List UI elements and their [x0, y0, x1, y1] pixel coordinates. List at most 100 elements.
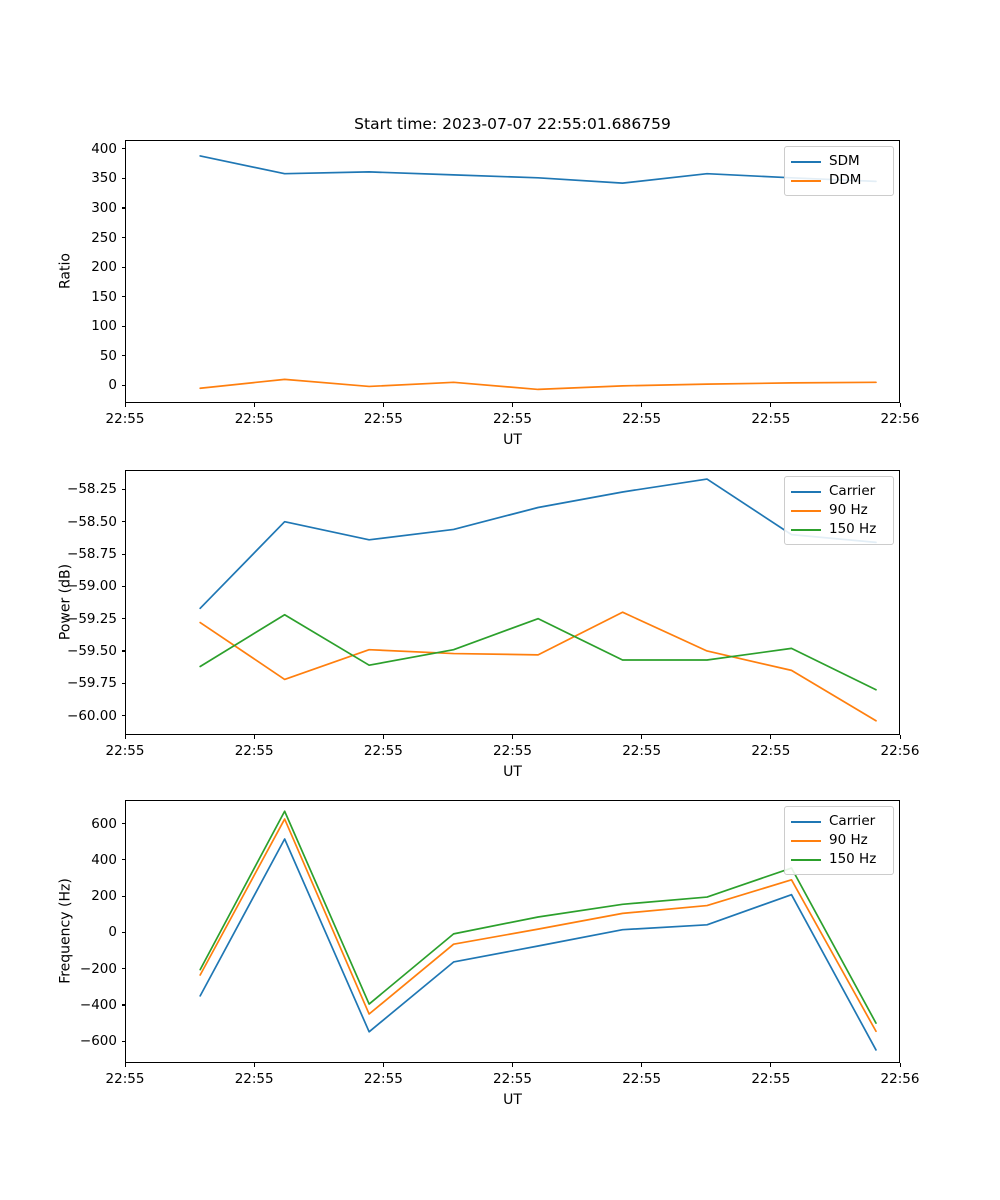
x-tick-label: 22:55 — [363, 743, 403, 759]
x-tick-mark — [124, 1063, 126, 1067]
x-tick-mark — [512, 735, 514, 739]
series-line-carrier — [199, 478, 877, 610]
y-tick-label: −59.25 — [67, 610, 117, 627]
x-tick-mark — [770, 735, 772, 739]
y-tick-label: −58.75 — [67, 546, 117, 563]
series-line-90-hz — [199, 611, 877, 722]
y-tick-mark — [121, 968, 125, 970]
y-tick-label: 150 — [91, 288, 117, 305]
legend-item-sdm[interactable]: SDM — [791, 152, 886, 171]
legend-item-ddm[interactable]: DDM — [791, 171, 886, 190]
series-line-90-hz — [199, 818, 877, 1033]
x-tick-mark — [253, 735, 255, 739]
legend[interactable]: SDM DDM — [784, 146, 894, 196]
series-line-150-hz — [199, 810, 877, 1024]
y-tick-mark — [121, 237, 125, 239]
x-tick-mark — [899, 1063, 901, 1067]
axes-frame-ratio — [125, 140, 900, 403]
legend-label: SDM — [829, 153, 860, 169]
y-tick-label: 600 — [91, 815, 117, 832]
x-tick-mark — [512, 403, 514, 407]
legend-item-carrier[interactable]: Carrier — [791, 482, 886, 501]
legend-label: 90 Hz — [829, 502, 868, 518]
x-tick-label: 22:55 — [105, 743, 145, 759]
series-line-sdm — [199, 155, 877, 184]
x-tick-label: 22:55 — [105, 411, 145, 427]
y-tick-mark — [121, 682, 125, 684]
legend-item-150-hz[interactable]: 150 Hz — [791, 850, 886, 869]
legend-swatch-icon — [791, 839, 821, 842]
x-tick-mark — [899, 403, 901, 407]
y-tick-label: −600 — [79, 1033, 117, 1050]
y-tick-mark — [121, 266, 125, 268]
x-axis-label: UT — [503, 764, 522, 780]
legend-label: 150 Hz — [829, 521, 877, 537]
x-axis-label: UT — [503, 432, 522, 448]
y-tick-label: 300 — [91, 199, 117, 216]
x-tick-mark — [770, 403, 772, 407]
y-tick-label: 200 — [91, 259, 117, 276]
legend-swatch-icon — [791, 490, 821, 493]
legend-label: DDM — [829, 172, 862, 188]
y-tick-label: 200 — [91, 888, 117, 905]
y-tick-label: −200 — [79, 960, 117, 977]
y-tick-mark — [121, 355, 125, 357]
y-tick-mark — [121, 1004, 125, 1006]
legend[interactable]: Carrier 90 Hz 150 Hz — [784, 476, 894, 545]
legend-label: 150 Hz — [829, 851, 877, 867]
y-tick-label: 250 — [91, 229, 117, 246]
x-tick-label: 22:55 — [493, 411, 532, 427]
x-tick-mark — [253, 1063, 255, 1067]
y-tick-label: 350 — [91, 170, 117, 187]
y-tick-mark — [121, 521, 125, 523]
legend-label: 90 Hz — [829, 832, 868, 848]
legend-swatch-icon — [791, 820, 821, 823]
legend-item-90-hz[interactable]: 90 Hz — [791, 831, 886, 850]
y-tick-label: −59.00 — [67, 578, 117, 595]
x-tick-mark — [899, 735, 901, 739]
legend[interactable]: Carrier 90 Hz 150 Hz — [784, 806, 894, 875]
legend-swatch-icon — [791, 528, 821, 531]
legend-item-150-hz[interactable]: 150 Hz — [791, 520, 886, 539]
y-tick-mark — [121, 553, 125, 555]
x-tick-mark — [382, 735, 384, 739]
x-tick-label: 22:55 — [234, 411, 274, 427]
y-tick-label: 0 — [108, 924, 117, 941]
x-tick-label: 22:55 — [622, 411, 662, 427]
x-tick-mark — [124, 403, 126, 407]
axes-frame-frequency-hz — [125, 800, 900, 1063]
x-tick-label: 22:55 — [363, 411, 403, 427]
x-tick-label: 22:55 — [105, 1071, 145, 1087]
y-tick-mark — [121, 931, 125, 933]
axes-frame-power-db — [125, 470, 900, 735]
legend-item-90-hz[interactable]: 90 Hz — [791, 501, 886, 520]
x-tick-label: 22:56 — [880, 1071, 920, 1087]
legend-swatch-icon — [791, 160, 821, 163]
legend-item-carrier[interactable]: Carrier — [791, 812, 886, 831]
y-tick-mark — [121, 296, 125, 298]
legend-label: Carrier — [829, 483, 876, 499]
y-tick-mark — [121, 177, 125, 179]
y-tick-label: −58.50 — [67, 513, 117, 530]
x-tick-mark — [253, 403, 255, 407]
x-tick-mark — [512, 1063, 514, 1067]
series-line-carrier — [199, 838, 877, 1051]
x-tick-label: 22:55 — [363, 1071, 403, 1087]
y-tick-label: −59.75 — [67, 675, 117, 692]
y-tick-mark — [121, 618, 125, 620]
x-tick-mark — [382, 403, 384, 407]
y-tick-mark — [121, 715, 125, 717]
x-tick-mark — [770, 1063, 772, 1067]
x-tick-label: 22:55 — [493, 1071, 532, 1087]
y-tick-mark — [121, 650, 125, 652]
y-tick-mark — [121, 207, 125, 209]
y-tick-mark — [121, 1040, 125, 1042]
legend-swatch-icon — [791, 509, 821, 512]
y-tick-label: 50 — [99, 347, 117, 364]
y-tick-label: −58.25 — [67, 481, 117, 498]
x-tick-label: 22:55 — [622, 743, 662, 759]
